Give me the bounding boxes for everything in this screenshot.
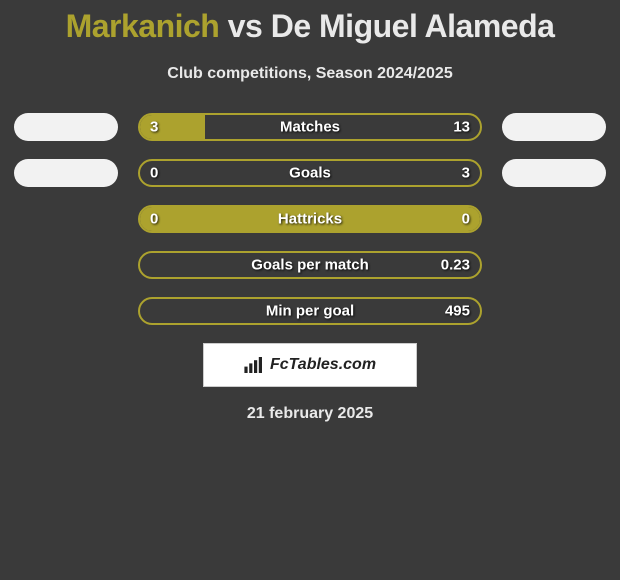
stat-bar: Min per goal 495 xyxy=(138,297,482,325)
stat-bar: 0 Goals 3 xyxy=(138,159,482,187)
stat-label: Goals xyxy=(289,165,331,182)
player2-name: De Miguel Alameda xyxy=(271,8,555,44)
brand-badge: FcTables.com xyxy=(203,343,417,387)
stat-rows: 3 Matches 13 0 Goals 3 0 Hattricks 0 Goals per ma… xyxy=(0,113,620,325)
stat-value-right: 495 xyxy=(445,303,470,320)
stat-label: Min per goal xyxy=(266,303,354,320)
stat-bar: 0 Hattricks 0 xyxy=(138,205,482,233)
subtitle: Club competitions, Season 2024/2025 xyxy=(0,65,620,83)
stat-label: Goals per match xyxy=(251,257,369,274)
stat-row: 3 Matches 13 xyxy=(0,113,620,141)
vs-label: vs xyxy=(228,8,263,44)
stat-label: Matches xyxy=(280,119,340,136)
brand-text: FcTables.com xyxy=(270,356,376,374)
player1-badge xyxy=(14,159,118,187)
player2-badge xyxy=(502,205,606,233)
chart-icon xyxy=(244,357,264,373)
stat-row: 0 Hattricks 0 xyxy=(0,205,620,233)
stat-value-left: 3 xyxy=(150,119,158,136)
stat-value-right: 0.23 xyxy=(441,257,470,274)
stat-row: Goals per match 0.23 xyxy=(0,251,620,279)
player1-badge xyxy=(14,113,118,141)
stat-value-right: 13 xyxy=(453,119,470,136)
player2-badge xyxy=(502,113,606,141)
player2-badge xyxy=(502,159,606,187)
stat-bar: Goals per match 0.23 xyxy=(138,251,482,279)
comparison-title: Markanich vs De Miguel Alameda xyxy=(0,0,620,45)
stat-row: 0 Goals 3 xyxy=(0,159,620,187)
stat-value-right: 3 xyxy=(462,165,470,182)
stat-value-right: 0 xyxy=(462,211,470,228)
stat-value-left: 0 xyxy=(150,165,158,182)
stat-label: Hattricks xyxy=(278,211,342,228)
player2-badge xyxy=(502,251,606,279)
player1-name: Markanich xyxy=(66,8,220,44)
stat-row: Min per goal 495 xyxy=(0,297,620,325)
player2-badge xyxy=(502,297,606,325)
stat-value-left: 0 xyxy=(150,211,158,228)
player1-badge xyxy=(14,205,118,233)
player1-badge xyxy=(14,297,118,325)
snapshot-date: 21 february 2025 xyxy=(0,405,620,423)
stat-bar: 3 Matches 13 xyxy=(138,113,482,141)
player1-badge xyxy=(14,251,118,279)
